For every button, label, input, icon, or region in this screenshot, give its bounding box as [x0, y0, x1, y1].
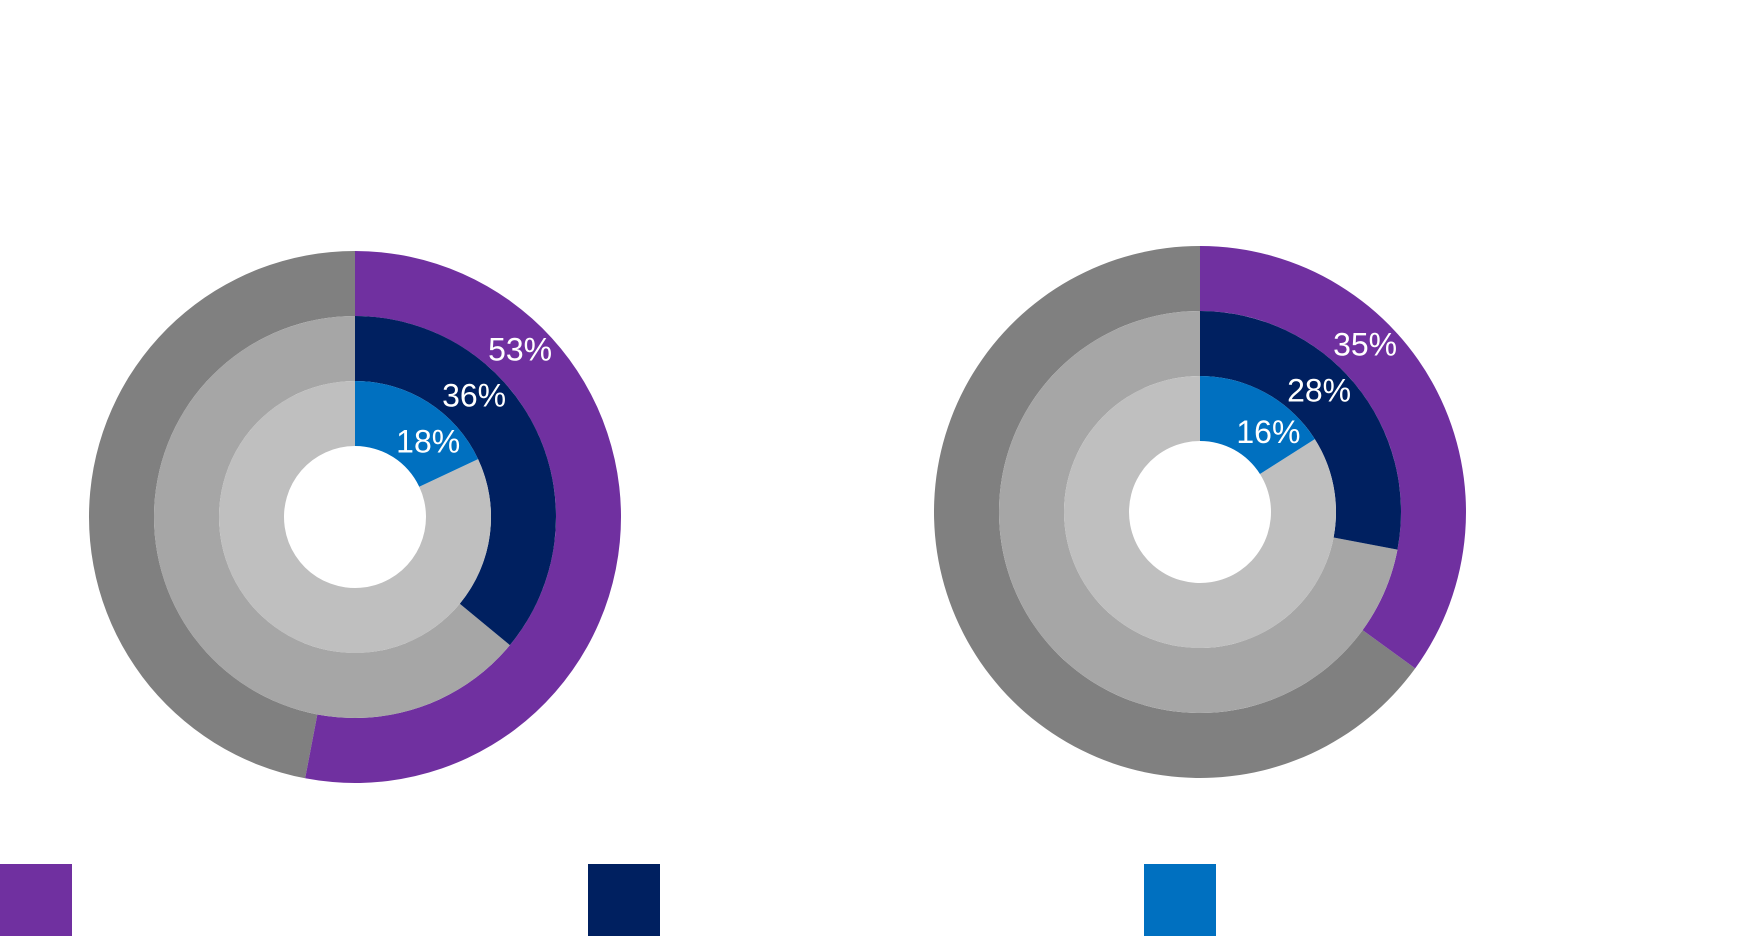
middle-ring-remainder-slice: [153, 316, 510, 718]
middle-ring-value-label: 28%: [1287, 372, 1351, 408]
inner-ring-value-slice: [355, 381, 479, 487]
middle-ring-remainder-slice: [998, 311, 1398, 713]
middle-ring-value-slice: [355, 316, 556, 646]
donut-chart-left: 53% 36% 18%: [88, 251, 621, 783]
middle-ring-value-slice: [1200, 311, 1401, 550]
outer-ring-remainder-slice: [88, 251, 355, 779]
middle-ring-value-label: 36%: [442, 377, 506, 413]
outer-ring-value-slice: [1200, 246, 1467, 669]
legend-swatch-1: [0, 864, 72, 936]
outer-ring-value-slice: [305, 251, 621, 783]
donut-chart-right: 35% 28% 16%: [934, 246, 1467, 779]
legend: [0, 864, 1216, 936]
inner-ring-value-label: 18%: [396, 423, 460, 459]
inner-ring-remainder-slice: [219, 381, 492, 654]
legend-swatch-3: [1144, 864, 1216, 936]
inner-ring-value-slice: [1200, 376, 1315, 474]
legend-swatch-2: [588, 864, 660, 936]
outer-ring-value-label: 35%: [1333, 326, 1397, 362]
outer-ring-value-label: 53%: [488, 331, 552, 367]
inner-ring-remainder-slice: [1064, 376, 1336, 648]
inner-ring-value-label: 16%: [1236, 414, 1300, 450]
